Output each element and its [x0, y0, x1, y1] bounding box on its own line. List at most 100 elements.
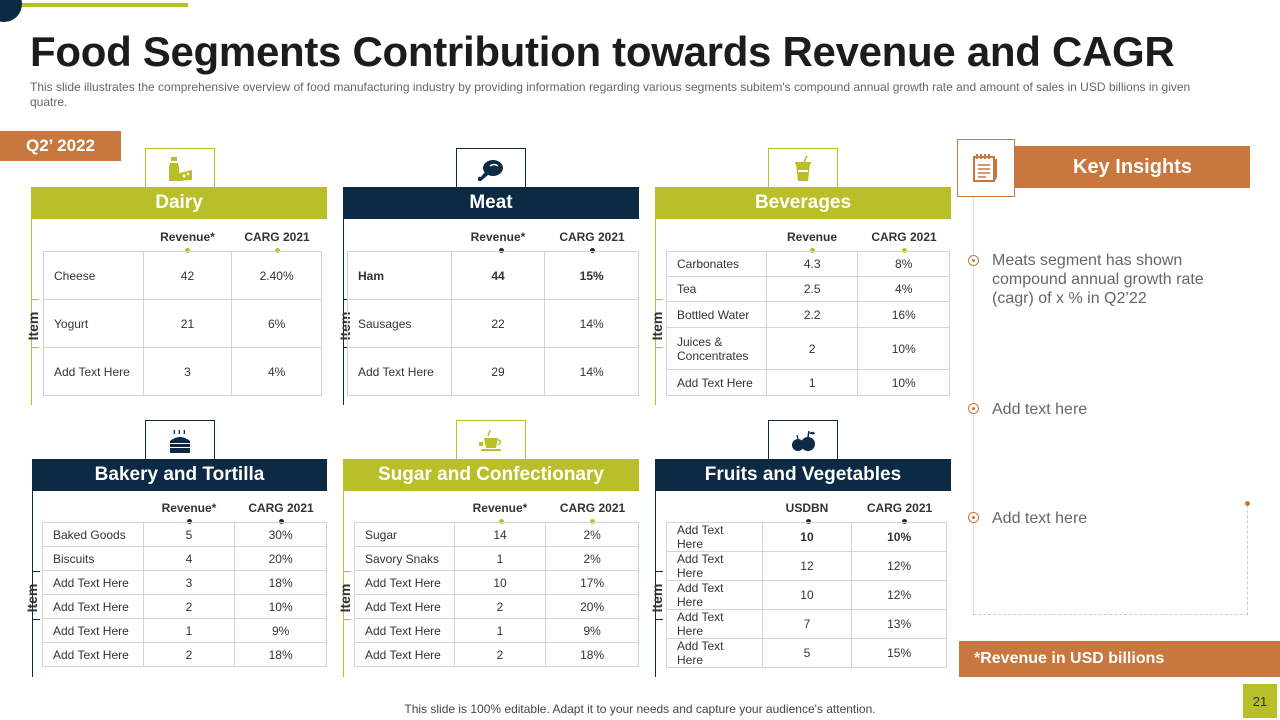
bullet-icon	[968, 403, 979, 414]
segment-side-line	[655, 219, 656, 405]
cagr-value: 4%	[857, 276, 950, 302]
footer-note: This slide is 100% editable. Adapt it to…	[404, 702, 876, 716]
segment-side-tick	[655, 571, 663, 572]
cagr-value: 12%	[851, 580, 947, 610]
revenue-value: 10	[453, 570, 547, 595]
cagr-value: 4%	[231, 347, 322, 396]
column-header-revenue: Revenue*	[161, 501, 217, 515]
column-marker	[590, 519, 595, 524]
item-axis-label: Item	[337, 583, 353, 613]
column-marker	[810, 248, 815, 253]
column-header-revenue: Revenue*	[470, 230, 526, 244]
beverages-table: Carbonates 4.3 8% Tea 2.5 4% Bottled Water 2.…	[666, 251, 950, 396]
meat-table: Ham 44 15% Sausages 22 14% Add Text Here 29 14…	[347, 251, 639, 396]
insights-title: Key Insights	[1015, 146, 1250, 188]
fruits-icon	[768, 420, 838, 460]
cagr-value: 14%	[544, 347, 639, 396]
segment-side-tick	[343, 619, 351, 620]
item-name: Add Text Here	[42, 618, 144, 643]
item-name: Add Text Here	[347, 347, 452, 396]
table-row: Sugar 14 2%	[354, 522, 639, 547]
item-name: Add Text Here	[666, 522, 763, 552]
revenue-value: 2	[765, 327, 859, 370]
item-axis-label: Item	[649, 311, 665, 341]
table-row: Add Text Here 2 18%	[42, 642, 327, 667]
revenue-value: 1	[453, 618, 547, 643]
cagr-value: 13%	[851, 609, 947, 639]
table-row: Bottled Water 2.2 16%	[666, 301, 950, 328]
cagr-value: 10%	[234, 594, 327, 619]
bakery-table: Baked Goods 5 30% Biscuits 4 20% Add Text He…	[42, 522, 327, 667]
table-row: Sausages 22 14%	[347, 299, 639, 348]
insight-item: Meats segment has shown compound annual …	[992, 252, 1204, 307]
column-marker	[275, 248, 280, 253]
table-row: Add Text Here 2 10%	[42, 594, 327, 619]
cagr-value: 18%	[234, 642, 327, 667]
table-row: Add Text Here 10 10%	[666, 522, 947, 552]
item-name: Add Text Here	[666, 580, 763, 610]
segment-side-tick	[343, 299, 351, 300]
item-name: Baked Goods	[42, 522, 144, 547]
revenue-value: 2	[453, 642, 547, 667]
revenue-value: 3	[142, 570, 236, 595]
page-number: 21	[1243, 684, 1277, 718]
segment-header-beverages: Beverages	[655, 187, 951, 219]
revenue-value: 14	[453, 522, 547, 547]
notepad-icon	[957, 139, 1015, 197]
milk-bottle-cheese-icon	[145, 148, 215, 188]
segment-header-sugar: Sugar and Confectionary	[343, 459, 639, 491]
item-name: Add Text Here	[42, 594, 144, 619]
item-axis-label: Item	[25, 311, 41, 341]
table-row: Carbonates 4.3 8%	[666, 251, 950, 277]
segment-side-line	[343, 491, 344, 677]
segment-side-line	[32, 491, 33, 677]
insights-corner-dot	[1245, 501, 1250, 506]
column-header-cagr: CARG 2021	[866, 501, 933, 515]
column-marker	[590, 248, 595, 253]
segment-header-meat: Meat	[343, 187, 639, 219]
revenue-value: 1	[142, 618, 236, 643]
revenue-value: 1	[453, 546, 547, 571]
cagr-value: 14%	[544, 299, 639, 348]
item-name: Add Text Here	[666, 369, 767, 396]
column-header-usdbn: USDBN	[785, 501, 829, 515]
insight-item: Add text here	[992, 401, 1088, 418]
revenue-value: 2	[142, 594, 236, 619]
table-row: Biscuits 4 20%	[42, 546, 327, 571]
bread-icon	[145, 420, 215, 460]
revenue-value: 1	[765, 369, 859, 396]
insights-panel-edge	[1247, 505, 1248, 615]
item-name: Carbonates	[666, 251, 767, 277]
item-name: Biscuits	[42, 546, 144, 571]
revenue-value: 2.5	[765, 276, 859, 302]
cagr-value: 10%	[857, 327, 950, 370]
column-header-revenue: Revenue*	[160, 230, 215, 244]
item-axis-label: Item	[649, 583, 665, 613]
column-header-cagr: CARG 2021	[244, 230, 310, 244]
revenue-value: 3	[142, 347, 233, 396]
revenue-value: 2	[142, 642, 236, 667]
cagr-value: 18%	[234, 570, 327, 595]
item-axis-label: Item	[24, 583, 40, 613]
column-header-cagr: CARG 2021	[559, 501, 626, 515]
revenue-value: 2.2	[765, 301, 859, 328]
quarter-badge: Q2’ 2022	[0, 131, 121, 161]
item-name: Savory Snaks	[354, 546, 455, 571]
cagr-value: 30%	[234, 522, 327, 547]
table-row: Cheese 42 2.40%	[43, 251, 322, 300]
revenue-value: 29	[450, 347, 546, 396]
column-marker	[902, 248, 907, 253]
cagr-value: 6%	[231, 299, 322, 348]
column-marker	[279, 519, 284, 524]
item-name: Add Text Here	[666, 609, 763, 639]
bullet-icon	[968, 255, 979, 266]
table-row: Add Text Here 3 18%	[42, 570, 327, 595]
segment-header-dairy: Dairy	[31, 187, 327, 219]
column-header-cagr: CARG 2021	[871, 230, 937, 244]
revenue-value: 42	[142, 251, 233, 300]
usdbn-value: 5	[761, 638, 853, 668]
drink-cup-icon	[768, 148, 838, 188]
insight-item: Add text here	[992, 510, 1088, 527]
revenue-value: 44	[450, 251, 546, 300]
column-header-cagr: CARG 2021	[559, 230, 625, 244]
